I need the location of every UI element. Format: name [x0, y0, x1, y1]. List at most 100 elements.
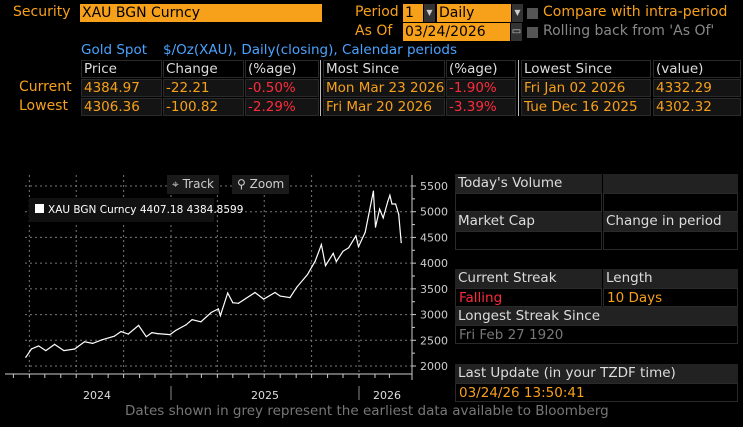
column-header: Most Since: [323, 60, 445, 78]
table-cell: Tue Dec 16 2025: [521, 98, 651, 116]
longest-value: Fri Feb 27 1920: [455, 325, 738, 344]
data-point: [263, 298, 265, 300]
data-point: [391, 203, 393, 205]
rolling-label: Rolling back from 'As Of': [543, 23, 715, 39]
data-point: [389, 194, 391, 196]
data-point: [320, 244, 322, 246]
mcap-label: Market Cap: [455, 212, 602, 231]
data-point: [382, 217, 384, 219]
data-point: [30, 348, 33, 350]
data-point: [191, 319, 193, 321]
volume-label: Today's Volume: [455, 174, 602, 193]
data-point: [227, 292, 229, 294]
volume-value-blank: [603, 193, 738, 212]
legend-swatch: [35, 204, 44, 213]
table-cell: -3.39%: [446, 98, 516, 116]
y-tick-label: 3000: [420, 309, 448, 322]
data-point: [237, 302, 240, 304]
data-point: [394, 203, 397, 205]
data-point: [374, 226, 377, 228]
data-point: [335, 261, 337, 263]
data-point: [210, 311, 212, 314]
data-point: [254, 291, 256, 294]
data-point: [306, 273, 309, 276]
data-point: [63, 349, 65, 352]
table-cell: -0.50%: [245, 79, 319, 97]
table-cell: Fri Mar 20 2026: [323, 98, 445, 116]
data-point: [387, 200, 389, 203]
compare-checkbox[interactable]: [527, 8, 538, 19]
data-point: [289, 297, 291, 299]
data-point: [372, 190, 375, 192]
table-cell: 4384.97: [81, 79, 162, 97]
data-point: [296, 286, 298, 288]
update-label: Last Update (in your TZDF time): [455, 364, 738, 383]
table-cell: 4332.29: [653, 79, 741, 97]
data-point: [151, 331, 153, 334]
y-tick-label: 4000: [420, 257, 448, 270]
y-tick-label: 2000: [420, 360, 448, 373]
table-cell: -100.82: [163, 98, 244, 116]
data-point: [324, 265, 327, 267]
data-point: [38, 345, 40, 347]
y-tick-label: 5500: [420, 180, 448, 193]
data-point: [314, 260, 316, 262]
chart-legend: XAU BGN Curncy 4407.18 4384.8599: [29, 198, 243, 222]
data-point: [185, 324, 187, 326]
zoom-label: Zoom: [249, 177, 285, 191]
table-cell: Fri Jan 02 2026: [521, 79, 651, 97]
period-unit-select[interactable]: Daily: [437, 4, 511, 22]
track-button[interactable]: ⌖ Track: [167, 175, 219, 194]
x-tick-label: 2024: [83, 389, 111, 402]
chevron-down-icon[interactable]: ▼: [424, 4, 435, 22]
data-point: [74, 348, 76, 350]
data-point: [145, 336, 147, 338]
data-point: [157, 333, 159, 335]
column-header: (%age): [245, 60, 319, 78]
data-point: [332, 252, 334, 254]
rolling-checkbox[interactable]: [527, 27, 538, 38]
security-name: Gold Spot: [81, 42, 148, 58]
update-value: 03/24/26 13:50:41: [455, 383, 738, 402]
column-header: (value): [653, 60, 741, 78]
calendar-icon[interactable]: ▭: [511, 23, 522, 41]
change-value: [603, 231, 738, 250]
zoom-button[interactable]: ⚲ Zoom: [232, 175, 290, 194]
mcap-value: [455, 231, 602, 250]
table-cell: -22.21: [163, 79, 244, 97]
data-point: [348, 247, 350, 249]
divider: [518, 60, 519, 116]
row-label: Lowest: [19, 98, 68, 114]
period-count-input[interactable]: 1: [403, 4, 423, 22]
table-cell: 4302.32: [653, 98, 741, 116]
data-point: [355, 235, 357, 237]
data-point: [357, 246, 360, 248]
column-header: Change: [163, 60, 244, 78]
data-point: [127, 333, 129, 335]
security-input[interactable]: XAU BGN Curncy: [80, 4, 322, 22]
asof-input[interactable]: 03/24/2026: [403, 23, 510, 41]
data-point: [53, 343, 56, 345]
data-point: [274, 291, 276, 294]
data-point: [45, 349, 47, 352]
y-tick-label: 4500: [420, 231, 448, 244]
data-point: [101, 339, 103, 341]
data-point: [120, 330, 122, 333]
chevron-down-icon[interactable]: ▼: [512, 4, 523, 22]
y-tick-label: 3500: [420, 283, 448, 296]
data-point: [169, 334, 171, 336]
data-point: [175, 329, 177, 332]
compare-label: Compare with intra-period: [543, 4, 728, 20]
data-point: [219, 315, 222, 317]
data-point: [137, 324, 140, 326]
y-tick-label: 2500: [420, 334, 448, 347]
volume-value: [455, 193, 602, 212]
length-label: Length: [603, 269, 738, 288]
row-label: Current: [19, 79, 72, 95]
data-point: [342, 250, 344, 252]
table-cell: -2.29%: [245, 98, 319, 116]
data-point: [364, 231, 366, 233]
data-point: [379, 208, 381, 210]
streak-value: Falling: [455, 288, 602, 307]
price-chart[interactable]: 2000 2500 3000 3500 4000 4500 5000 5500 2024 2025…: [0, 170, 450, 402]
